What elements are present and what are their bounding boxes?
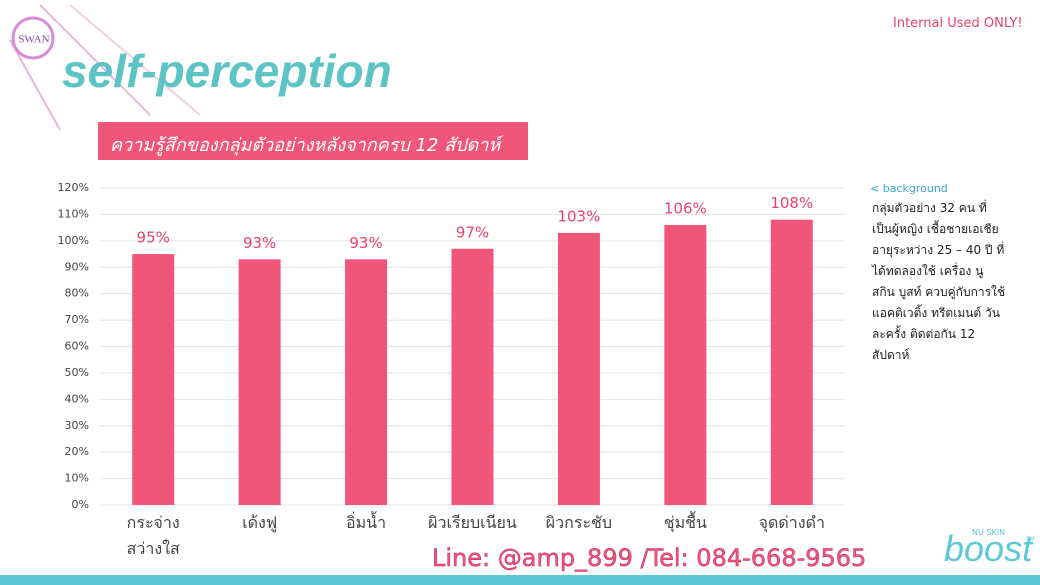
value-label: 108%: [770, 194, 813, 212]
value-label: 103%: [557, 207, 600, 225]
x-tick-label: ผิวกระชับ: [545, 513, 613, 532]
chart-subtitle: ความรู้สึกของกลุ่มตัวอย่างหลังจากครบ 12 …: [110, 135, 501, 156]
deco-line: [39, 4, 151, 116]
background-label: < background: [870, 182, 948, 195]
y-tick-label: 30%: [65, 419, 89, 432]
y-tick-label: 120%: [58, 181, 89, 194]
bar: [664, 224, 707, 505]
notice: Internal Used ONLY!: [893, 16, 1023, 31]
value-label: 106%: [664, 199, 707, 217]
x-tick-label: เด้งฟู: [242, 513, 278, 532]
y-tick-label: 0%: [72, 498, 89, 511]
brand-company: NU SKIN: [972, 528, 1006, 537]
bar: [770, 219, 813, 505]
deco-line: [9, 39, 61, 131]
subtitle-box: [98, 122, 528, 160]
contact: Line: @amp_899 /Tel: 084-668-9565: [432, 544, 867, 573]
logo-circle: [11, 16, 55, 60]
logo: SWAN: [18, 34, 49, 46]
brand-mark: TM: [1026, 536, 1035, 543]
brand-product: boost: [944, 528, 1033, 569]
deco-line: [69, 4, 201, 116]
y-tick-label: 50%: [65, 366, 89, 379]
footer-bar: [0, 575, 1040, 585]
y-tick-label: 10%: [65, 472, 89, 485]
x-tick-label: กระจ่าง สว่างใส: [126, 513, 180, 558]
y-tick-label: 90%: [65, 260, 89, 273]
y-tick-label: 100%: [58, 234, 89, 247]
y-tick-label: 110%: [58, 207, 89, 220]
value-label: 95%: [137, 229, 170, 247]
bar: [132, 254, 175, 505]
y-tick-label: 80%: [65, 287, 89, 300]
background-text: กลุ่มตัวอย่าง 32 คน ที่ เป็นผู้หญิง เชื้…: [872, 201, 1006, 362]
y-tick-label: 20%: [65, 445, 89, 458]
x-tick-label: ผิวเรียบเนียน: [428, 513, 517, 532]
y-tick-label: 70%: [65, 313, 89, 326]
bar: [238, 259, 281, 505]
y-tick-label: 40%: [65, 392, 89, 405]
chart-title: self-perception: [62, 45, 392, 97]
bar: [557, 232, 600, 506]
x-tick-label: ชุ่มชื้น: [663, 513, 707, 532]
x-tick-label: จุดด่างดำ: [758, 513, 825, 532]
x-tick-label: อิ่มน้ำ: [346, 513, 387, 532]
y-tick-label: 60%: [65, 340, 89, 353]
bar: [451, 248, 494, 505]
bar: [345, 259, 388, 505]
value-label: 97%: [456, 223, 489, 241]
value-label: 93%: [243, 234, 276, 252]
value-label: 93%: [349, 234, 382, 252]
